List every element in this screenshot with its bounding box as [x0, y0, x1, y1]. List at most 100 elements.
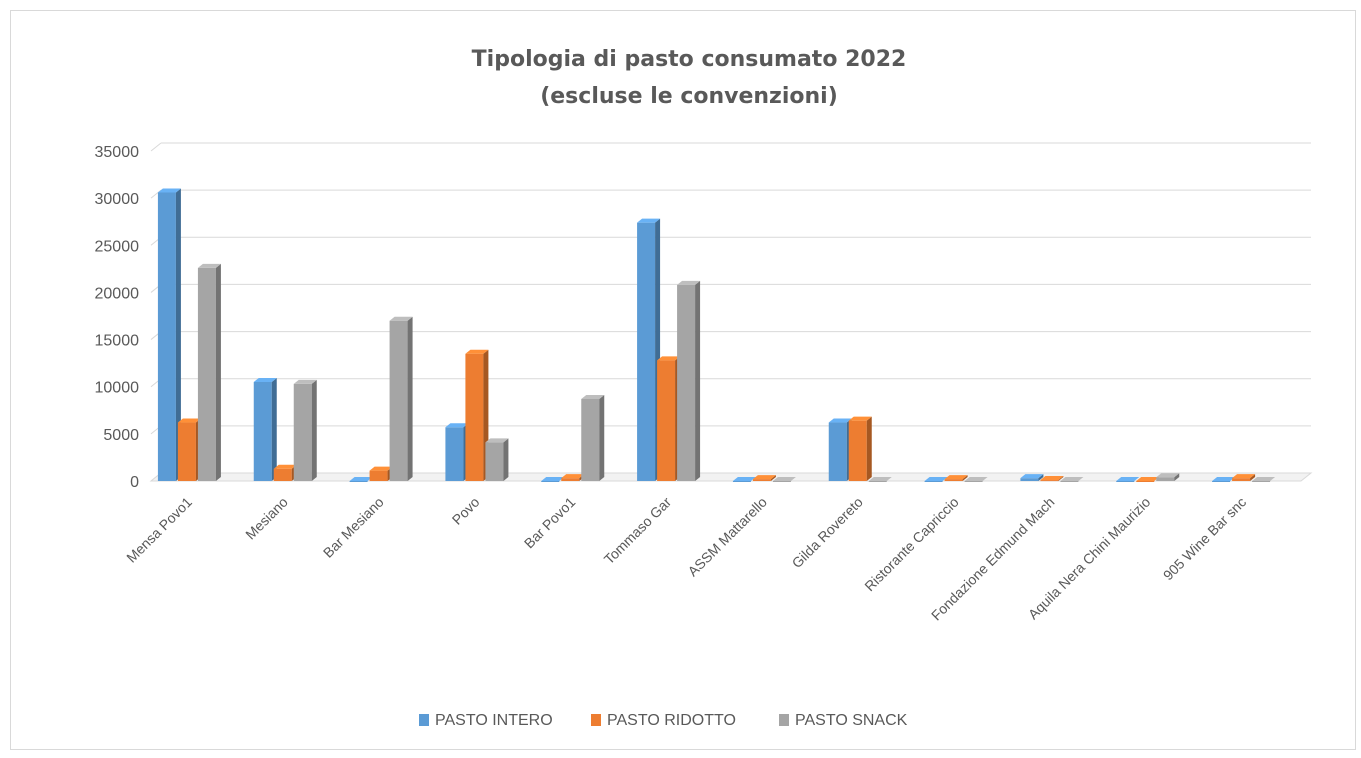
bar-top [1116, 477, 1140, 481]
x-category-label: 905 Wine Bar snc [1160, 494, 1249, 583]
bar-front [657, 360, 676, 481]
bar-top [465, 349, 489, 354]
bar [868, 477, 892, 482]
bar-front [732, 481, 751, 482]
x-category-label: ASSM Mattarello [684, 494, 770, 580]
bar [677, 280, 701, 481]
bar [1156, 473, 1180, 481]
y-tick-label: 10000 [95, 380, 140, 397]
x-axis-categories: Mensa Povo1 Mesiano Bar Mesiano Povo Bar Pov… [123, 494, 1249, 624]
bar-side [962, 475, 968, 481]
bar-front [1116, 481, 1135, 482]
bar [848, 416, 872, 481]
y-tick-label: 30000 [95, 191, 140, 208]
bar-front [197, 267, 216, 481]
bar-front [637, 222, 656, 481]
x-category-label: Ristorante Capriccio [861, 494, 962, 595]
bar-top [637, 218, 661, 223]
x-category-label: Mensa Povo1 [123, 494, 195, 566]
bar [581, 394, 605, 481]
legend-item: PASTO RIDOTTO [591, 712, 736, 729]
bar-front [349, 481, 368, 482]
bar-front [581, 398, 600, 481]
x-category-label: Mesiano [242, 494, 291, 543]
bar-top [964, 477, 988, 481]
bar [1020, 474, 1044, 481]
y-tick-label: 5000 [103, 427, 139, 444]
bar-top [561, 474, 585, 479]
bar [1060, 477, 1084, 482]
y-tick-label: 15000 [95, 333, 140, 350]
bar-top [485, 438, 509, 443]
bar-front [541, 481, 560, 482]
y-tick-label: 0 [130, 474, 139, 491]
bar-top [752, 475, 776, 480]
bar-front [1060, 481, 1079, 482]
bar-top [677, 280, 701, 285]
bar-top [197, 263, 221, 268]
bar-top [177, 418, 201, 423]
bar-side [215, 263, 221, 481]
bar-front [1252, 481, 1271, 482]
bar-top [732, 477, 756, 481]
bars [157, 188, 1276, 482]
bar-top [848, 416, 872, 421]
bar-front [273, 468, 292, 481]
bar [1136, 477, 1160, 482]
legend-item: PASTO INTERO [419, 712, 553, 729]
bar-front [157, 192, 176, 481]
bar-front [677, 284, 696, 481]
x-category-label: Bar Povo1 [521, 494, 579, 552]
bar [964, 477, 988, 482]
bar-side [503, 438, 509, 481]
bar-front [848, 420, 867, 481]
bar [293, 379, 317, 481]
bar-side [770, 475, 776, 481]
bar-front [485, 442, 504, 481]
bar [772, 477, 796, 482]
x-category-label: Tommaso Gar [601, 494, 675, 568]
bar [1040, 476, 1064, 482]
legend-item: PASTO SNACK [779, 712, 908, 729]
bar-top [1136, 477, 1160, 481]
bar-front [1232, 478, 1251, 481]
bar-front [944, 479, 963, 481]
bar [445, 423, 469, 481]
bar-top [1040, 476, 1064, 481]
bar [924, 477, 948, 482]
bar-top [1232, 474, 1256, 479]
bar [1212, 477, 1236, 482]
bar-side [695, 280, 701, 481]
bar-front [1136, 481, 1155, 482]
bar-top [445, 423, 469, 428]
bar-front [868, 481, 887, 482]
bar-side [175, 188, 181, 481]
bar-top [349, 477, 373, 481]
x-category-label: Povo [449, 494, 483, 528]
y-axis-ticks: 0 5000 10000 15000 20000 25000 30000 35000 [95, 144, 140, 491]
bar-side [599, 394, 605, 481]
bar-top [868, 477, 892, 481]
bar-front [1156, 477, 1175, 481]
bar [541, 477, 565, 482]
bar-top [944, 475, 968, 480]
bar-top [293, 379, 317, 384]
bar [752, 475, 776, 481]
bar [732, 477, 756, 482]
bar-front [1020, 478, 1039, 481]
bar-top [1212, 477, 1236, 481]
chart-frame: Tipologia di pasto consumato 2022 (esclu… [10, 10, 1356, 750]
bar [349, 477, 373, 482]
bar-front [1212, 481, 1231, 482]
bar-top [581, 394, 605, 399]
legend-swatch [419, 714, 429, 726]
bar-front [253, 382, 272, 481]
bar-front [561, 478, 580, 481]
gridlines [150, 142, 1311, 482]
bar-top [157, 188, 181, 193]
bar-front [752, 479, 771, 481]
bar [253, 378, 277, 481]
bar-front [772, 481, 791, 482]
bar [389, 316, 413, 481]
bar [1116, 477, 1140, 482]
